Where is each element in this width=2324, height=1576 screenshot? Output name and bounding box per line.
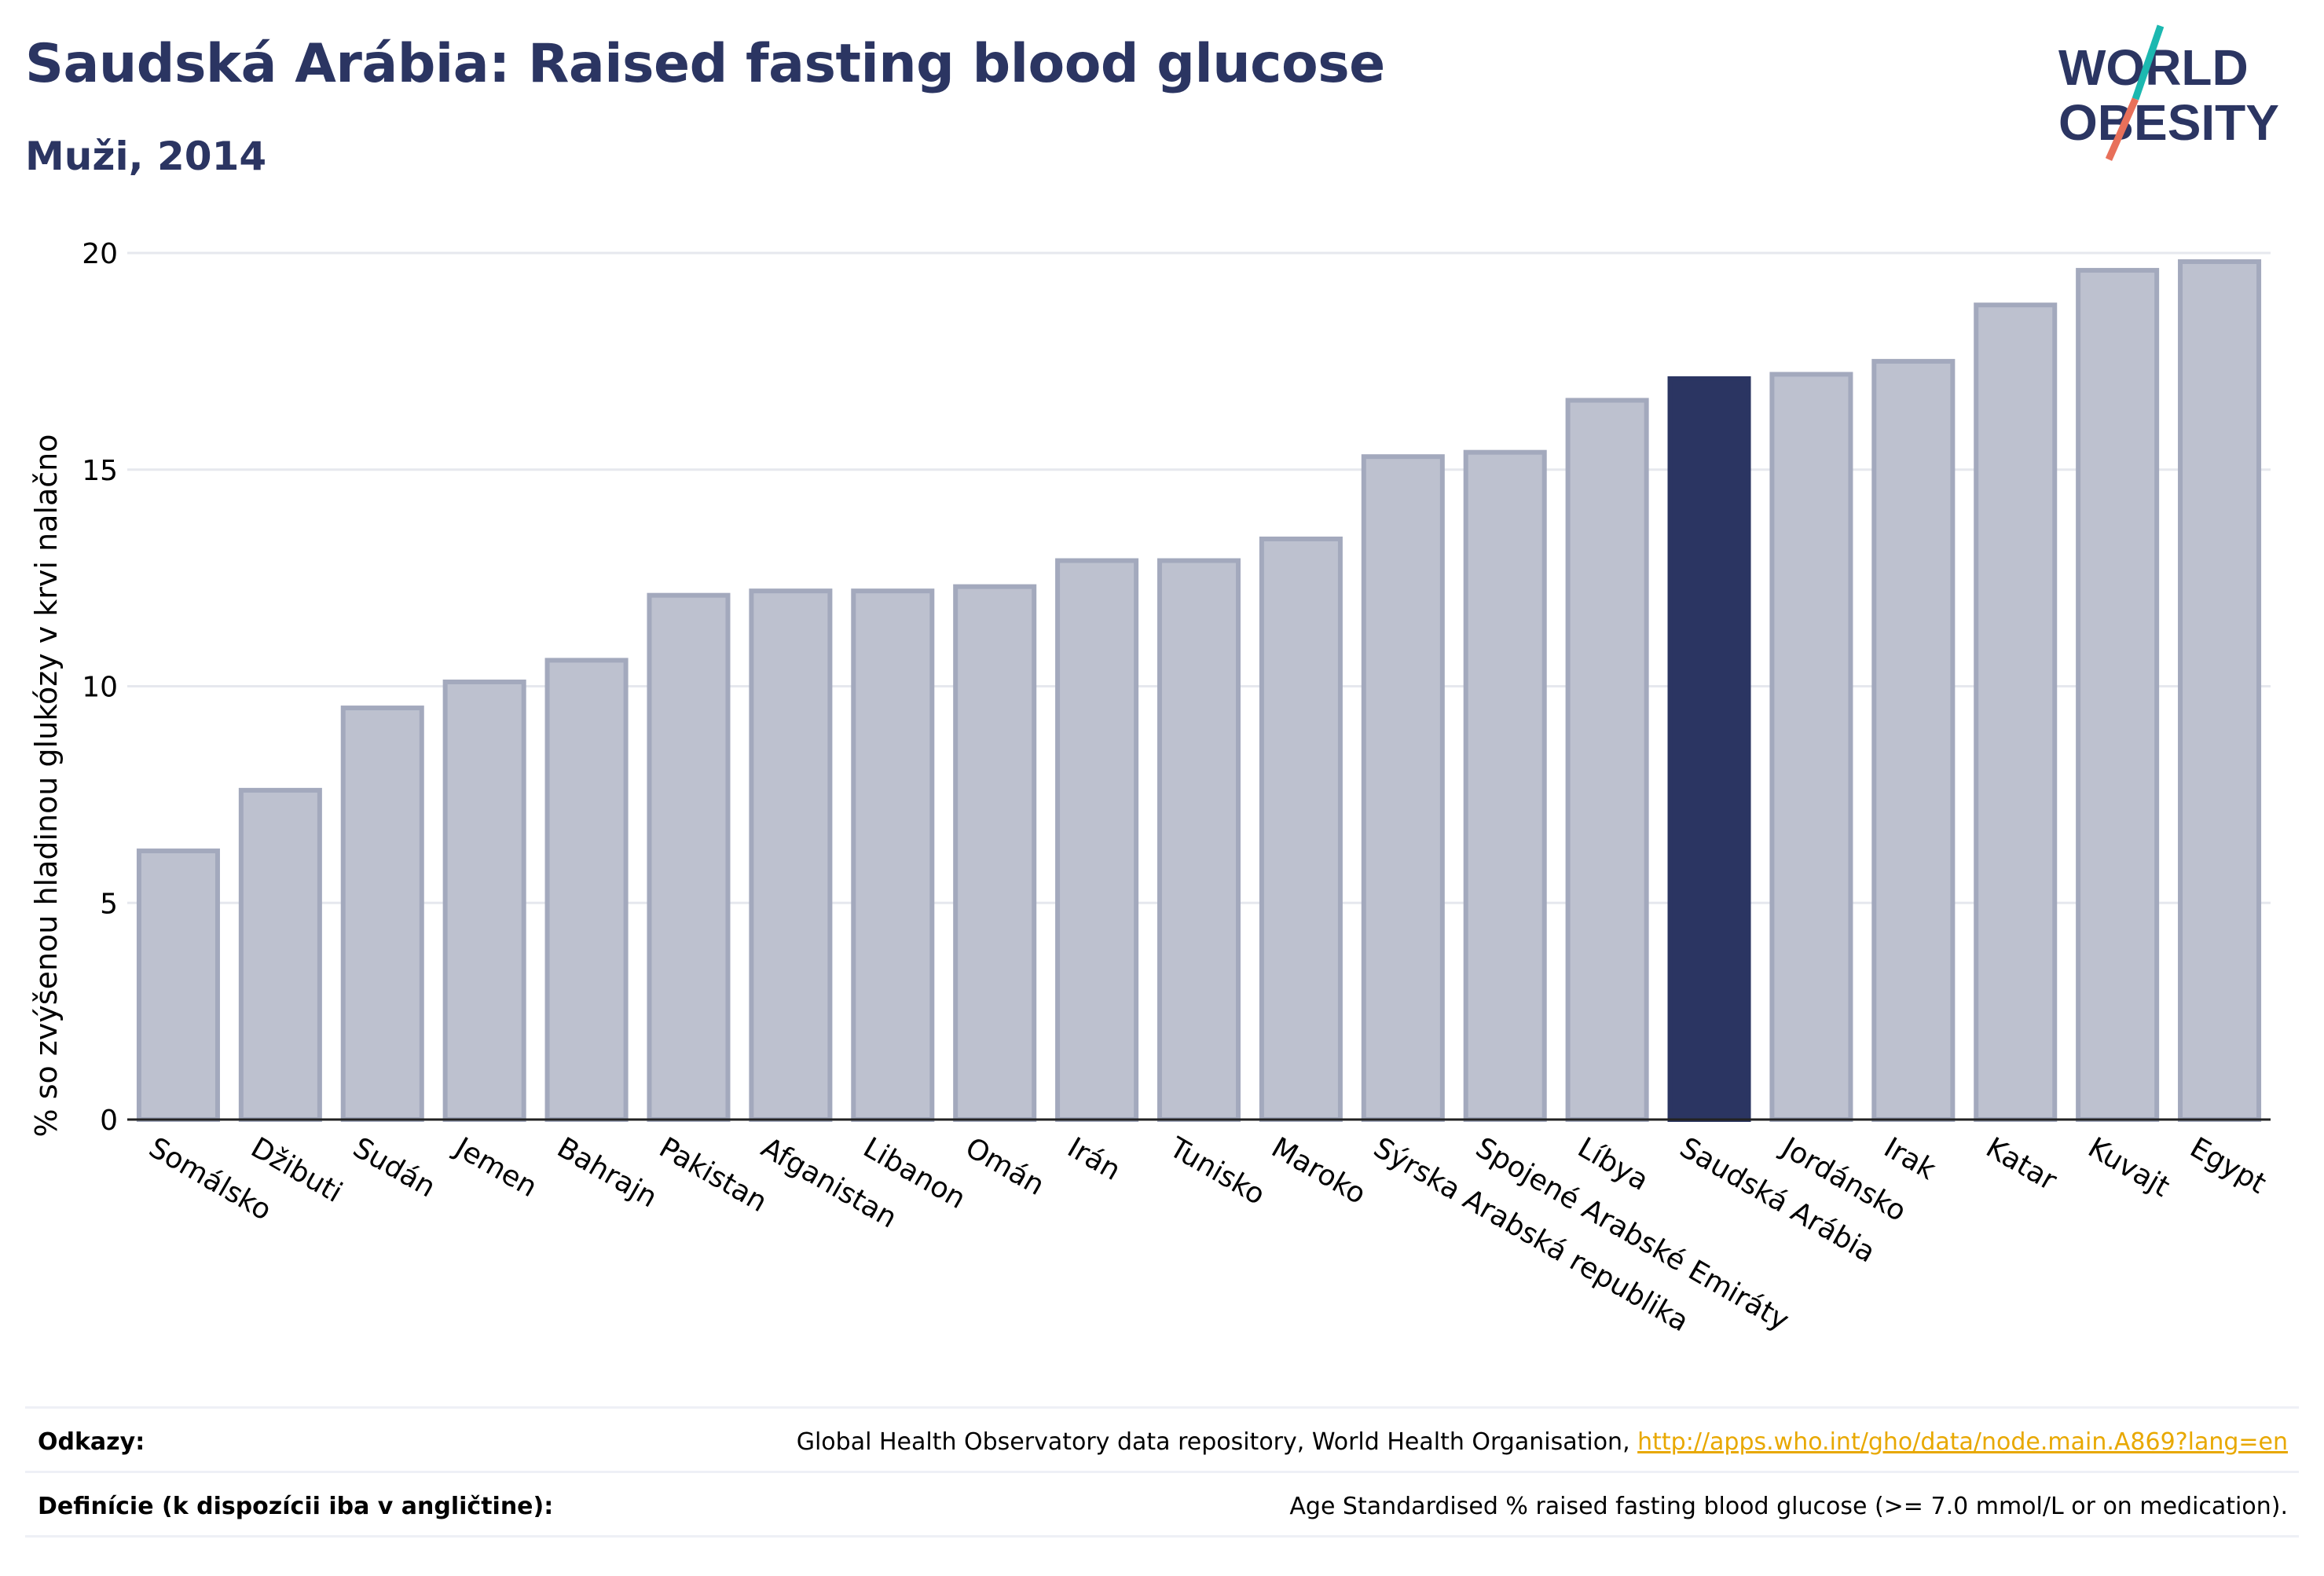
bar [851, 588, 935, 1122]
x-tick-label: Omán [960, 1131, 1050, 1202]
bar [1157, 558, 1241, 1122]
sources-label: Odkazy: [38, 1428, 145, 1456]
bar [1769, 372, 1853, 1123]
sources-value: Global Health Observatory data repositor… [797, 1428, 2288, 1456]
footer-divider-top [25, 1406, 2299, 1409]
bar-highlighted [1667, 376, 1751, 1122]
chart-subtitle: Muži, 2014 [25, 134, 267, 179]
y-tick-labels: 0 5 10 15 20 [82, 238, 118, 1137]
x-tick-label: Sudán [347, 1131, 441, 1204]
bars-layer [136, 259, 2262, 1123]
footer-divider-bottom [25, 1535, 2299, 1538]
sources-link[interactable]: http://apps.who.int/gho/data/node.main.A… [1637, 1428, 2288, 1456]
bar [238, 787, 322, 1122]
bar [2178, 259, 2262, 1122]
bar [544, 658, 629, 1122]
bar [1055, 558, 1139, 1122]
x-tick-label: Katar [1981, 1131, 2062, 1197]
x-tick-label: Tunisko [1164, 1131, 1270, 1211]
bar [136, 848, 220, 1122]
bar [2076, 268, 2160, 1122]
chart-title: Saudská Arábia: Raised fasting blood glu… [25, 33, 1385, 95]
logo-text-obesity: OBESITY [2058, 94, 2279, 151]
definition-label: Definície (k dispozícii iba v angličtine… [38, 1493, 554, 1520]
x-tick-label: Irak [1879, 1131, 1941, 1186]
bar [647, 592, 731, 1122]
definition-value: Age Standardised % raised fasting blood … [1289, 1493, 2288, 1520]
bar [1463, 449, 1547, 1122]
bar [1259, 536, 1343, 1122]
logo-slash-teal [2132, 24, 2165, 101]
y-tick-label: 15 [82, 455, 118, 487]
y-tick-label: 20 [82, 238, 118, 270]
bar [442, 679, 526, 1122]
y-axis-label: % so zvýšenou hladinou glukózy v krvi na… [29, 434, 64, 1138]
y-tick-label: 0 [100, 1105, 118, 1137]
x-tick-label: Irán [1062, 1131, 1126, 1187]
logo-slash-coral [2105, 97, 2139, 161]
bar [1871, 358, 1956, 1122]
bar [749, 588, 833, 1122]
x-tick-label: Kuvajt [2083, 1131, 2176, 1204]
bar [340, 706, 424, 1122]
footer-divider-middle [25, 1471, 2299, 1473]
x-tick-label: Bahrajn [552, 1131, 662, 1214]
bar [953, 584, 1037, 1122]
x-tick-label: Egypt [2185, 1131, 2271, 1200]
sources-text: Global Health Observatory data repositor… [796, 1428, 1638, 1456]
x-tick-label: Jemen [448, 1131, 542, 1204]
x-tick-label: Maroko [1266, 1131, 1371, 1211]
bar [1361, 454, 1445, 1122]
y-tick-label: 10 [82, 672, 118, 704]
bar [1565, 398, 1649, 1122]
x-tick-label: Pakistan [654, 1131, 772, 1219]
bar [1974, 302, 2058, 1122]
y-tick-label: 5 [100, 888, 118, 920]
world-obesity-logo: WORLD OBESITY [2043, 22, 2302, 171]
